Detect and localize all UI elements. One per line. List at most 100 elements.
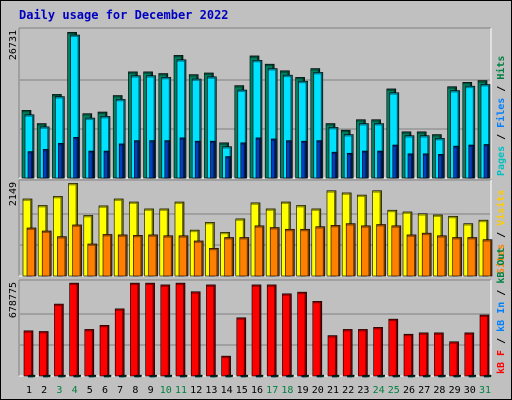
files-bar-side	[290, 75, 293, 178]
sites-bar	[452, 237, 462, 277]
sites-bar-fill	[239, 237, 249, 276]
files-bar-fill	[192, 79, 202, 178]
pages-bar	[179, 137, 186, 179]
sites-bar-side	[429, 233, 432, 276]
pages-bar	[194, 140, 201, 179]
files-bar-top	[465, 86, 475, 89]
pages-bar-outline	[438, 154, 444, 179]
kbf-bar	[145, 282, 155, 377]
kbf-bar-fill	[54, 304, 64, 376]
kbout-bar-side	[48, 375, 51, 377]
hits-bar-top	[128, 71, 138, 74]
sites-bar	[421, 232, 432, 277]
pages-bar-fill	[271, 138, 277, 178]
sites-bar-top	[346, 223, 356, 226]
hits-bar-top	[265, 64, 275, 67]
kbout-bar-outline	[455, 374, 461, 377]
sites-bar-side	[368, 225, 371, 276]
sites-bar-side	[246, 237, 249, 276]
kbout-bar-side	[473, 375, 476, 377]
x-tick-label: 18	[281, 385, 293, 396]
pages-bar-fill	[164, 140, 170, 178]
sites-bar-outline	[209, 248, 219, 277]
pages-bar-side	[289, 140, 292, 178]
sites-bar	[467, 237, 478, 277]
pages-bar	[210, 140, 216, 179]
kbf-bar-side	[167, 284, 170, 376]
pages-bar-side	[137, 140, 140, 178]
files-bar-top	[55, 96, 65, 99]
kbf-bar-top	[388, 319, 398, 322]
kbf-bar-top	[191, 291, 201, 294]
sites-bar-outline	[330, 225, 341, 277]
x-tick-label: 27	[418, 385, 430, 396]
sites-bar-side	[414, 234, 416, 276]
legend-item: kB F	[496, 350, 507, 374]
kbout-bar-side	[321, 375, 324, 377]
kbout-bar-outline	[364, 374, 370, 377]
sites-bar	[239, 237, 250, 277]
kbf-bar-fill	[252, 284, 261, 376]
files-bar-top	[359, 123, 369, 126]
kbout-bar-side	[169, 375, 172, 377]
kbout-bar-outline	[303, 374, 309, 377]
pages-bar	[301, 140, 307, 179]
files-bar-fill	[268, 68, 278, 178]
pages-bar-top	[43, 149, 49, 152]
pages-bar-fill	[392, 145, 398, 178]
pages-bar-fill	[316, 140, 322, 178]
sites-bar	[361, 225, 371, 277]
sites-bar-fill	[285, 229, 295, 276]
kbout-bar	[257, 374, 264, 378]
pages-bar-side	[456, 146, 459, 178]
sites-bar-outline	[72, 224, 82, 277]
visits-bar-top	[23, 198, 32, 201]
files-bar-top	[237, 90, 247, 93]
pages-bar	[377, 150, 383, 179]
pages-bar-side	[395, 145, 398, 178]
sites-bar-fill	[148, 234, 158, 276]
pages-bar	[331, 151, 338, 179]
sites-bar-outline	[315, 226, 326, 277]
kbout-bar-side	[337, 375, 339, 377]
pages-bar-top	[73, 137, 79, 140]
x-tick-label: 25	[388, 385, 400, 396]
pages-bar-top	[88, 151, 94, 154]
kbout-bar-side	[413, 375, 415, 377]
visits-bar-top	[144, 208, 154, 211]
sites-bar	[269, 227, 280, 277]
kbf-bar-side	[304, 292, 307, 376]
sites-bar-top	[103, 234, 112, 237]
kbf-bar	[464, 332, 475, 377]
sites-bar	[163, 235, 174, 277]
pages-bar-fill	[119, 143, 125, 178]
kbout-bar-outline	[242, 374, 249, 377]
sites-bar-side	[398, 225, 401, 276]
legend-item: /	[496, 226, 507, 244]
pages-bar-outline	[422, 153, 429, 179]
kbout-bar-outline	[120, 374, 127, 377]
kbf-bar-fill	[191, 291, 201, 376]
kbf-bar	[206, 284, 216, 377]
sites-bar-outline	[254, 225, 265, 277]
files-bar-top	[313, 72, 323, 75]
kbf-bar-fill	[115, 308, 125, 376]
kbf-bar	[251, 284, 262, 377]
pages-bar-side	[76, 137, 79, 178]
kbf-bar	[282, 293, 292, 377]
hits-bar-top	[219, 142, 229, 145]
legend-item: Pages	[496, 146, 507, 176]
kbf-bar-fill	[343, 329, 353, 376]
pages-bar-side	[380, 151, 383, 178]
sites-bar-fill	[315, 226, 325, 276]
sites-bar-fill	[346, 223, 356, 276]
kbout-bar	[379, 374, 385, 378]
kbf-bar-side	[471, 332, 474, 376]
pages-bar-side	[426, 153, 429, 178]
chart-title: Daily usage for December 2022	[19, 8, 229, 22]
pages-bar-outline	[331, 151, 338, 179]
pages-bar-top	[438, 154, 444, 157]
kbf-bar	[418, 332, 429, 377]
sites-bar	[224, 237, 234, 277]
pages-bar-fill	[408, 153, 413, 178]
